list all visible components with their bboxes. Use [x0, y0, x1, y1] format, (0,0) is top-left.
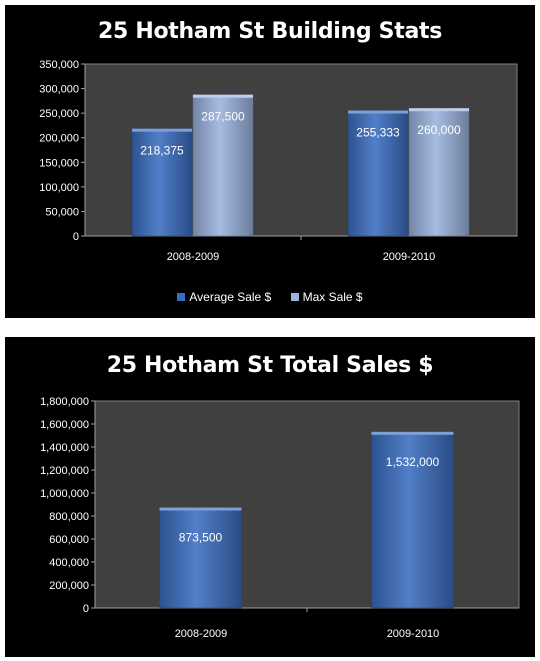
- y-tick-label: 1,400,000: [40, 442, 89, 454]
- bar: [371, 431, 454, 609]
- y-tick-label: 600,000: [49, 534, 89, 546]
- chart-title: 25 Hotham St Building Stats: [97, 19, 443, 44]
- data-label: 255,333: [356, 126, 400, 140]
- bar: [159, 507, 242, 609]
- bar-cap: [371, 431, 454, 435]
- y-tick-label: 1,000,000: [40, 488, 89, 500]
- data-label: 260,000: [417, 123, 461, 137]
- data-label: 873,500: [179, 531, 223, 545]
- bar-cap: [132, 128, 192, 132]
- y-tick-label: 100,000: [39, 182, 79, 194]
- y-tick-label: 0: [73, 231, 79, 243]
- legend-label: Average Sale $: [189, 290, 272, 304]
- y-tick-label: 400,000: [49, 557, 89, 569]
- x-tick-label: 2009-2010: [387, 628, 440, 640]
- bar: [347, 110, 409, 237]
- legend-item-max-sale: Max Sale $: [290, 290, 363, 304]
- bar: [131, 128, 193, 237]
- y-tick-label: 1,600,000: [40, 419, 89, 431]
- bar-cap: [409, 108, 469, 112]
- x-tick-label: 2008-2009: [175, 628, 228, 640]
- y-tick-label: 350,000: [39, 59, 79, 71]
- bar-cap: [348, 110, 408, 114]
- chart-plot: 0 50,000 100,000 150,000 200,000 250,000 300,0…: [39, 59, 518, 263]
- y-tick-label: 50,000: [45, 206, 79, 218]
- y-tick-label: 0: [83, 603, 89, 615]
- legend-item-average-sale: Average Sale $: [177, 290, 271, 304]
- bar: [408, 107, 470, 237]
- x-tick-label: 2009-2010: [383, 251, 436, 263]
- chart-plot: 0 200,000 400,000 600,000 800,000 1,000,000 1,…: [40, 396, 520, 640]
- plot-area: [94, 400, 520, 609]
- chart-legend: Average Sale $ Max Sale $: [5, 290, 535, 304]
- y-tick-label: 200,000: [49, 580, 89, 592]
- chart-title: 25 Hotham St Total Sales $: [106, 353, 434, 378]
- legend-swatch: [290, 293, 299, 301]
- y-tick-label: 1,200,000: [40, 465, 89, 477]
- data-label: 218,375: [140, 144, 184, 158]
- y-tick-label: 800,000: [49, 511, 89, 523]
- bar-cap: [159, 507, 242, 511]
- total-sales-chart: 25 Hotham St Total Sales $ 0 200,000 400,0…: [5, 337, 535, 657]
- y-tick-label: 150,000: [39, 157, 79, 169]
- data-label: 1,532,000: [386, 455, 440, 469]
- building-stats-chart: 25 Hotham St Building Stats 0 50,000 100,0…: [5, 5, 535, 318]
- y-tick-label: 300,000: [39, 84, 79, 96]
- data-label: 287,500: [201, 110, 245, 124]
- legend-swatch: [177, 293, 186, 301]
- bar-cap: [193, 94, 253, 98]
- legend-label: Max Sale $: [302, 290, 363, 304]
- y-tick-label: 250,000: [39, 108, 79, 120]
- y-tick-label: 200,000: [39, 133, 79, 145]
- x-tick-label: 2008-2009: [167, 251, 220, 263]
- bar: [192, 94, 254, 237]
- y-tick-label: 1,800,000: [40, 396, 89, 408]
